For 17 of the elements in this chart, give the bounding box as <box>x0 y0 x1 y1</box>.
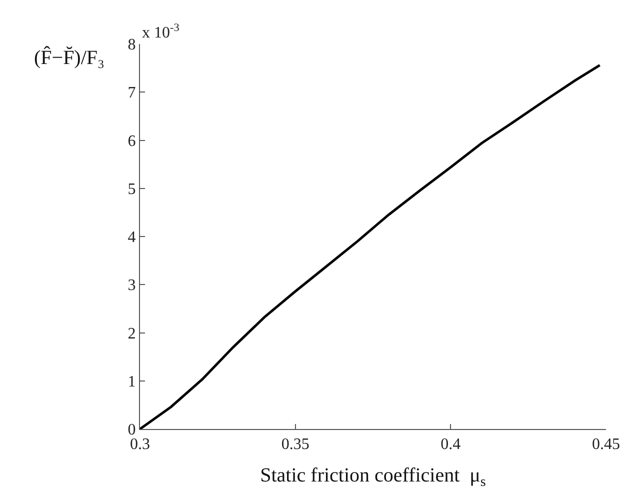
y-axis-title: (F̂−F̆)/F₃ <box>34 46 104 69</box>
y-tick-label: 1 <box>128 373 136 390</box>
x-tick-label: 0.45 <box>592 436 620 454</box>
line-series <box>140 64 602 429</box>
text: x 10$^{-3}$ <box>142 22 180 42</box>
y-tick-label: 3 <box>128 277 136 294</box>
x-tick-label: 0.3 <box>130 436 150 454</box>
y-tick-label: 4 <box>128 229 136 246</box>
y-tick-label: 5 <box>128 180 136 198</box>
y-tick-label: 8 <box>128 36 136 54</box>
y-tick-label: 2 <box>128 325 136 342</box>
x-axis-title: Static friction coefficient μ$_{s}$ <box>260 464 486 490</box>
y-tick-label: 7 <box>128 84 136 102</box>
y-tick-label: 6 <box>128 132 136 150</box>
x-tick-label: 0.4 <box>440 436 461 454</box>
x-tick-label: 0.35 <box>281 436 310 454</box>
y-tick-label: 0 <box>128 422 136 439</box>
